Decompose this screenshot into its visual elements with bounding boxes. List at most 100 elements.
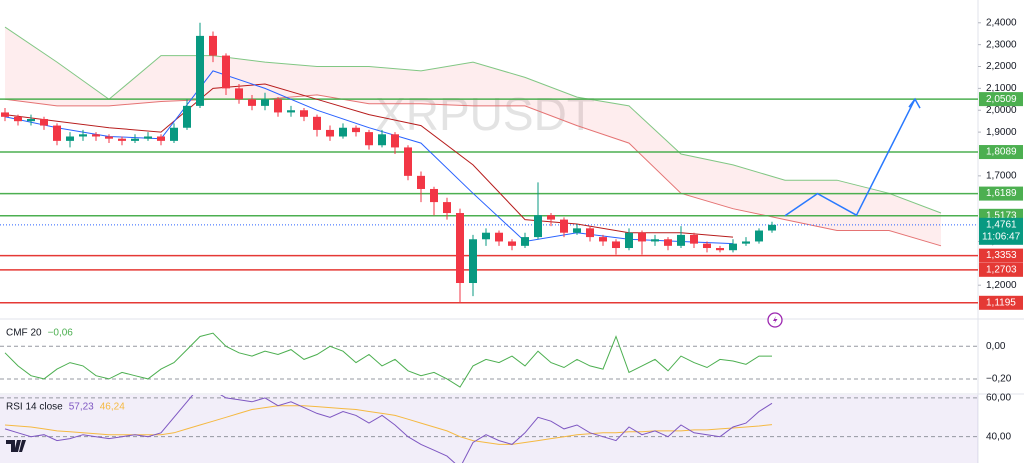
current-price-label: 1,4761 xyxy=(986,219,1017,230)
candle-body xyxy=(118,138,126,141)
indicator-title: CMF 20 xyxy=(6,328,42,339)
indicator-band xyxy=(0,395,978,463)
candle-body xyxy=(677,234,685,246)
level-label-box xyxy=(979,295,1023,310)
indicator-line xyxy=(4,395,773,463)
candle-body xyxy=(443,202,451,214)
candle-body xyxy=(196,35,204,106)
candle-body xyxy=(274,99,282,113)
candle-body xyxy=(131,138,139,141)
candle-body xyxy=(53,125,61,141)
y-tick-label: 1,2000 xyxy=(986,280,1017,291)
candle-body xyxy=(573,228,581,233)
candle-body xyxy=(339,127,347,137)
candle-body xyxy=(300,110,308,117)
candle-body xyxy=(599,237,607,242)
candle-body xyxy=(534,215,542,238)
indicator-title: RSI 14 close xyxy=(6,402,63,413)
y-tick-label: −0,20 xyxy=(986,374,1012,385)
level-label: 1,3353 xyxy=(986,250,1017,261)
candle-body xyxy=(209,35,217,56)
y-tick-label: 1,9000 xyxy=(986,127,1017,138)
candle-body xyxy=(560,219,568,233)
candle-body xyxy=(261,99,269,106)
candle-body xyxy=(716,248,724,251)
candle-body xyxy=(651,239,659,242)
candle-body xyxy=(703,243,711,249)
level-label: 2,0509 xyxy=(986,94,1017,105)
candle-body xyxy=(27,118,35,122)
indicator-value: 57,23 xyxy=(69,402,94,413)
candle-body xyxy=(365,132,373,146)
candle-body xyxy=(14,116,22,122)
indicator-pane xyxy=(0,332,978,388)
candle-body xyxy=(144,136,152,139)
candle-body xyxy=(417,175,425,189)
kijun-line xyxy=(4,83,734,238)
candle-body xyxy=(404,147,412,176)
cloud xyxy=(5,27,941,246)
level-label-box xyxy=(979,262,1023,277)
candle-body xyxy=(235,88,243,100)
candle-body xyxy=(157,136,165,141)
candle-body xyxy=(222,55,230,89)
lightning-icon[interactable] xyxy=(767,312,783,328)
candle-body xyxy=(313,116,321,130)
candle-body xyxy=(105,136,113,139)
candle-body xyxy=(183,105,191,128)
candle-body xyxy=(586,228,594,238)
candle-body xyxy=(547,215,555,220)
candle-body xyxy=(456,213,464,284)
candle-body xyxy=(287,110,295,113)
indicator-pane xyxy=(0,395,978,463)
candle-body xyxy=(66,136,74,141)
indicator-value: 46,24 xyxy=(100,402,125,413)
level-label: 1,2703 xyxy=(986,264,1017,275)
level-label: 1,5173 xyxy=(986,210,1017,221)
tv-logo[interactable] xyxy=(6,440,26,452)
level-label-box xyxy=(979,248,1023,263)
projection-arrow xyxy=(908,97,921,109)
y-tick-label: 40,00 xyxy=(986,431,1011,442)
candle-body xyxy=(1,112,9,117)
candle-body xyxy=(508,241,516,246)
level-label: 1,1195 xyxy=(986,297,1016,308)
candle-body xyxy=(729,243,737,251)
candle-body xyxy=(391,134,399,148)
candle-body xyxy=(92,134,100,137)
y-tick-label: 2,3000 xyxy=(986,39,1017,50)
candle-body xyxy=(469,239,477,284)
level-label-box xyxy=(979,145,1023,160)
price-pane xyxy=(0,22,978,304)
level-label: 1,8089 xyxy=(986,147,1017,158)
candle-body xyxy=(378,134,386,146)
level-label-box xyxy=(979,92,1023,107)
y-tick-label: 2,4000 xyxy=(986,17,1017,28)
projection-line xyxy=(784,98,916,217)
candle-body xyxy=(690,234,698,244)
candle-body xyxy=(612,241,620,249)
candle-body xyxy=(742,241,750,244)
candle-body xyxy=(482,232,490,240)
candle-body xyxy=(326,129,334,137)
watermark: XRPUSDT xyxy=(375,88,595,140)
y-tick-label: 0,00 xyxy=(986,341,1006,352)
y-tick-label: 2,0000 xyxy=(986,105,1017,116)
current-price-box xyxy=(979,217,1023,245)
candle-body xyxy=(170,127,178,141)
candle-body xyxy=(521,237,529,246)
candle-body xyxy=(768,224,776,231)
indicator-line xyxy=(4,332,772,388)
indicator-value: −0,06 xyxy=(48,328,74,339)
cloud-span-a xyxy=(4,26,942,214)
y-tick-label: 2,2000 xyxy=(986,61,1017,72)
candle-body xyxy=(352,127,360,133)
candle-body xyxy=(664,239,672,246)
candle-body xyxy=(40,118,48,126)
countdown-label: 11:06:47 xyxy=(982,231,1021,242)
candle-body xyxy=(495,232,503,242)
y-tick-label: 1,7000 xyxy=(986,170,1017,181)
